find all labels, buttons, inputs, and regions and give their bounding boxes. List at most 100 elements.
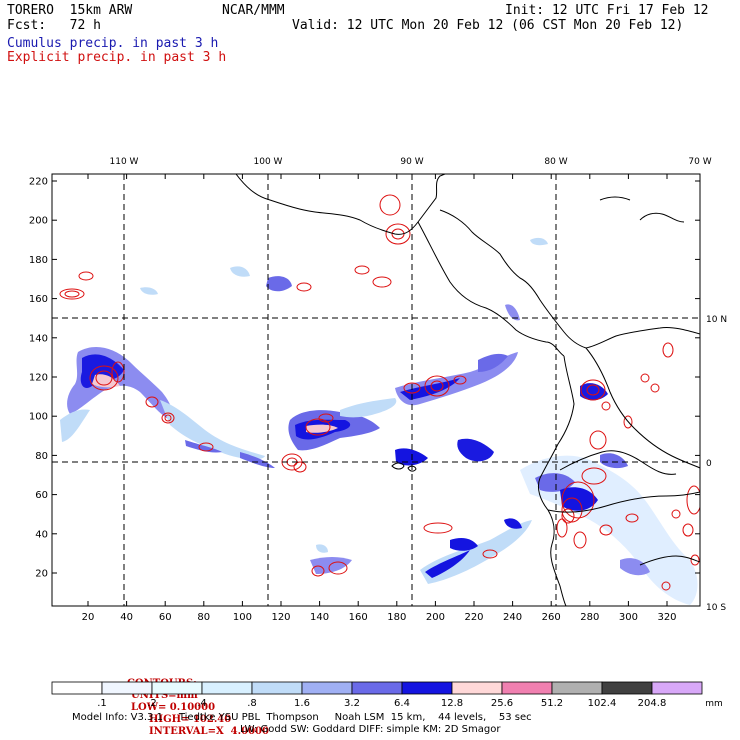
- lat-label: 10 S: [706, 603, 726, 613]
- precip-area: [560, 487, 598, 511]
- colorbar-swatch: [551, 681, 603, 695]
- contour-ring: [64, 290, 80, 298]
- model-title: TORERO 15km ARW: [7, 3, 133, 18]
- contour-ring: [430, 380, 444, 392]
- contour-ring: [601, 401, 611, 411]
- colorbar-unit: mm: [705, 699, 723, 709]
- left-tick-label: 40: [35, 529, 48, 540]
- contour-ring: [379, 194, 401, 216]
- contour-ring: [391, 228, 405, 240]
- contour-ring: [586, 384, 600, 396]
- contour-ring: [686, 485, 700, 515]
- bottom-tick-label: 180: [387, 612, 406, 623]
- contour-ring: [296, 282, 312, 292]
- caribbean-islands: [599, 196, 631, 201]
- precip-area: [457, 438, 494, 462]
- contour-ring: [198, 442, 214, 452]
- colorbar-swatch: [51, 681, 103, 695]
- contour-ring: [78, 271, 94, 281]
- galapagos-islands: [391, 462, 405, 470]
- precip-area: [530, 237, 548, 246]
- cumulus-precip-shading: [60, 237, 698, 605]
- bottom-tick-label: 60: [159, 612, 172, 623]
- colorbar-swatch: [601, 681, 653, 695]
- precip-area: [620, 558, 650, 576]
- contour-ring: [661, 581, 671, 591]
- coastline: [235, 174, 700, 606]
- precip-area: [580, 383, 608, 401]
- bottom-tick-label: 100: [233, 612, 252, 623]
- central-america-coast-north: [439, 209, 587, 349]
- left-tick-label: 140: [29, 333, 48, 344]
- contour-ring: [623, 415, 633, 429]
- precip-area: [450, 538, 478, 551]
- colorbar: .1 .2 .4 .8 1.6 3.2 6.4 12.8 25.6 51.2 102.4 204.8 m…: [51, 681, 723, 709]
- caribbean-coast: [585, 327, 700, 349]
- contour-ring: [89, 365, 119, 391]
- left-tick-label: 200: [29, 216, 48, 227]
- colorbar-label: 12.8: [441, 698, 463, 709]
- central-america-coast: [417, 221, 565, 357]
- contour-ring: [293, 461, 307, 473]
- colorbar-swatch: [501, 681, 553, 695]
- legend-cumulus: Cumulus precip. in past 3 h: [7, 36, 219, 51]
- colorbar-label: 25.6: [491, 698, 513, 709]
- bottom-tick-label: 320: [657, 612, 676, 623]
- colorbar-swatch: [451, 681, 503, 695]
- lon-label: 80 W: [544, 157, 567, 167]
- left-tick-label: 20: [35, 569, 48, 580]
- colorbar-label: .8: [247, 698, 257, 709]
- bottom-tick-label: 160: [349, 612, 368, 623]
- contour-ring: [561, 481, 595, 519]
- country-border: [639, 555, 700, 566]
- south-america-west-coast: [537, 355, 575, 606]
- colorbar-swatch: [651, 681, 703, 695]
- org-label: NCAR/MMM: [222, 3, 285, 18]
- contour-ring: [690, 554, 700, 566]
- lon-label: 90 W: [400, 157, 423, 167]
- lat-lon-grid: [52, 174, 700, 606]
- lat-label: 10 N: [706, 315, 727, 325]
- bottom-tick-label: 140: [310, 612, 329, 623]
- model-info: Model Info: V3.3.1 Tiedtke YSU PBL Thomp…: [72, 712, 532, 723]
- plot-frame: [51, 173, 701, 607]
- bottom-tick-label: 300: [619, 612, 638, 623]
- bottom-tick-label: 280: [580, 612, 599, 623]
- colorbar-swatch: [301, 681, 353, 695]
- lon-label: 70 W: [688, 157, 711, 167]
- contour-ring: [556, 518, 568, 538]
- contour-ring: [589, 430, 607, 450]
- lon-label: 100 W: [254, 157, 283, 167]
- left-tick-label: 100: [29, 412, 48, 423]
- precip-area: [140, 287, 158, 295]
- contour-ring: [671, 509, 681, 519]
- contour-ring: [318, 413, 334, 423]
- colorbar-label: 6.4: [394, 698, 410, 709]
- colorbar-swatch: [351, 681, 403, 695]
- explicit-precip-contours: [59, 194, 700, 591]
- bottom-tick-label: 80: [197, 612, 210, 623]
- caribbean-islands: [639, 212, 685, 223]
- country-border: [585, 347, 700, 469]
- precip-area: [340, 398, 397, 418]
- init-time: Init: 12 UTC Fri 17 Feb 12: [505, 3, 709, 18]
- contour-ring: [372, 276, 392, 288]
- contour-ring: [581, 467, 607, 485]
- precip-area: [240, 452, 275, 468]
- colorbar-label: 204.8: [638, 698, 667, 709]
- bottom-tick-label: 220: [464, 612, 483, 623]
- precip-area: [600, 453, 628, 469]
- precip-area: [505, 304, 520, 321]
- country-border: [559, 450, 677, 475]
- contour-ring: [59, 288, 85, 300]
- precip-area: [504, 518, 522, 529]
- contour-ring: [385, 223, 411, 245]
- left-tick-label: 60: [35, 490, 48, 501]
- legend-explicit: Explicit precip. in past 3 h: [7, 50, 227, 65]
- contour-ring: [311, 565, 325, 577]
- bottom-tick-label: 260: [542, 612, 561, 623]
- precip-area: [60, 409, 90, 442]
- bottom-tick-label: 20: [82, 612, 95, 623]
- lat-label: 0: [706, 459, 712, 469]
